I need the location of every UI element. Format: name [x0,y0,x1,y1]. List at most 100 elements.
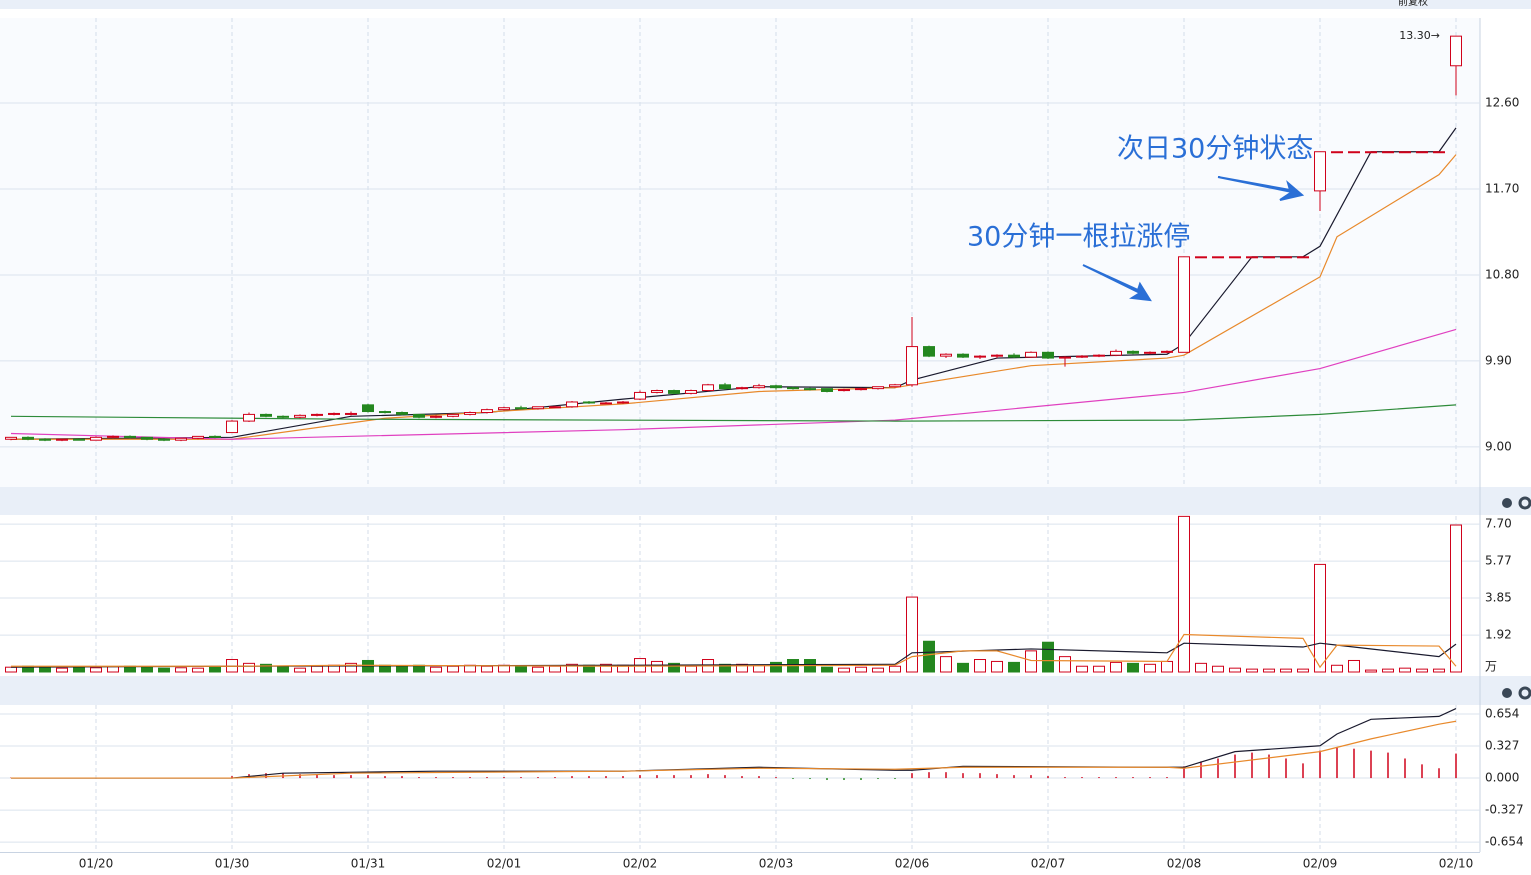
volume-bar [396,665,408,673]
y-tick-label: 7.70 [1485,517,1512,531]
volume-bar [5,666,17,673]
candle-body [1127,350,1139,354]
volume-bar [1195,662,1207,673]
candle-body [1076,355,1088,358]
candle-body [192,435,204,439]
settings-button[interactable] [1518,496,1531,510]
annotation: 次日30分钟状态 [1117,134,1313,165]
candle-body [175,437,187,441]
volume-bar [889,665,901,673]
candle-body [719,384,731,390]
x-tick-label: 02/02 [623,857,658,871]
candle-body [90,436,102,441]
close-button[interactable] [1502,688,1512,698]
candle-body [668,390,680,394]
panel-divider [0,487,1531,515]
y-tick-label: -0.327 [1485,803,1524,817]
candle-body [5,436,17,440]
volume-bar [1178,515,1190,673]
panel-buttons [1502,496,1531,700]
candle-body [1144,351,1156,354]
candle-body [1382,151,1394,154]
candle-body [549,406,561,409]
close-button[interactable] [1502,498,1512,508]
x-tick-label: 02/07 [1031,857,1066,871]
candle-body [991,354,1003,357]
candle-body [1246,256,1258,259]
candle-body [124,435,136,438]
candle-body [1059,356,1071,359]
line-series [10,404,1457,422]
volume-bar [566,663,578,673]
candle-body [940,353,952,357]
x-tick-label: 02/09 [1303,857,1338,871]
candle-body [311,413,323,416]
volume-bar [549,665,561,673]
arrow [1082,264,1152,302]
candle-body [906,346,918,386]
volume-bar [872,667,884,673]
volume-bar [430,666,442,673]
y-tick-label: 10.80 [1485,267,1519,281]
volume-bar [260,663,272,673]
x-tick-label: 01/30 [215,857,250,871]
candle-body [617,401,629,404]
candle-body [73,438,85,441]
y-tick-label: -0.654 [1485,835,1524,849]
candle-body [532,406,544,410]
volume-bar [73,666,85,673]
volume-bar [345,662,357,673]
candle-body [1314,151,1326,192]
candle-body [600,402,612,405]
settings-button[interactable] [1518,686,1531,700]
plot: 12.60 11.70 10.80 9.90 9.00 13.30→ 7.70 5.77 3.8… [0,18,1524,871]
volume-bar [974,659,986,673]
price-panel [0,18,1480,487]
volume-bar [39,667,51,673]
candle-body [1042,351,1054,359]
candle-body [56,438,68,441]
volume-bar [107,666,119,673]
x-tick-label: 02/01 [487,857,522,871]
candle-body [872,386,884,390]
volume-bar [1280,668,1292,673]
axis-line [0,852,1480,853]
x-tick-label: 01/20 [79,857,114,871]
candle-body [1416,151,1428,154]
candle-body [430,415,442,418]
candle-body [39,438,51,441]
x-tick-label: 02/06 [895,857,930,871]
volume-bar [1144,663,1156,673]
candle-body [1178,256,1190,353]
candle-body [379,411,391,414]
volume-bar [243,662,255,673]
volume-bar [311,665,323,673]
candle-body [413,413,425,418]
candle-body [821,388,833,392]
toolbar-label[interactable]: 前复权 [1398,0,1428,8]
volume-bar [957,662,969,673]
candle-body [1399,151,1411,154]
volume-bar [1416,668,1428,673]
volume-bar [515,665,527,673]
candle-body [566,401,578,408]
volume-bar [192,667,204,673]
volume-bar [141,666,153,673]
candle-body [804,388,816,391]
candle-body [1212,256,1224,259]
candle-body [957,353,969,358]
volume-bar [1093,665,1105,673]
volume-bar [481,665,493,673]
candle-body [770,385,782,389]
unit-label: 万 [1485,660,1497,674]
candle-body [294,414,306,418]
x-tick-label: 02/03 [759,857,794,871]
volume-bar [719,663,731,673]
volume-bar [1246,668,1258,673]
volume-bar [821,666,833,673]
candle-body [1263,256,1275,259]
candle-body [260,413,272,417]
volume-bar [1399,667,1411,673]
volume-bar [770,661,782,673]
volume-bar [1127,662,1139,673]
